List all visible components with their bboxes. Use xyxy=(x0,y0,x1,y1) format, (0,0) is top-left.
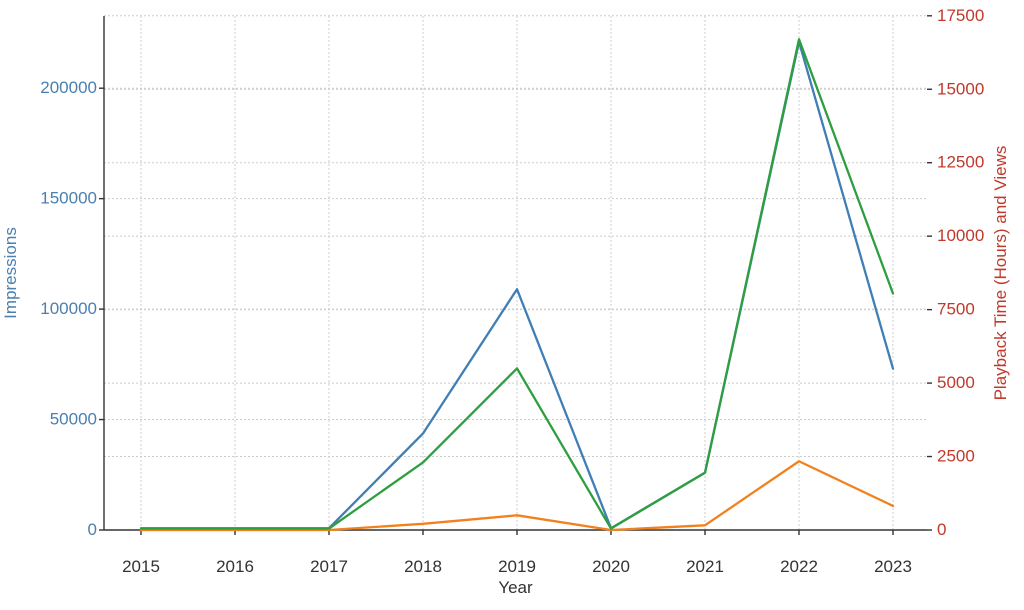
svg-text:7500: 7500 xyxy=(937,300,975,319)
svg-text:2019: 2019 xyxy=(498,557,536,576)
svg-text:2018: 2018 xyxy=(404,557,442,576)
svg-text:100000: 100000 xyxy=(40,299,97,318)
svg-text:Playback Time (Hours) and View: Playback Time (Hours) and Views xyxy=(991,146,1010,401)
svg-text:2500: 2500 xyxy=(937,447,975,466)
svg-text:0: 0 xyxy=(937,520,946,539)
svg-text:Impressions: Impressions xyxy=(1,227,20,319)
svg-text:2020: 2020 xyxy=(592,557,630,576)
svg-text:200000: 200000 xyxy=(40,78,97,97)
svg-text:2022: 2022 xyxy=(780,557,818,576)
svg-text:17500: 17500 xyxy=(937,6,984,25)
svg-text:50000: 50000 xyxy=(50,410,97,429)
svg-text:5000: 5000 xyxy=(937,373,975,392)
svg-text:Year: Year xyxy=(498,578,533,597)
svg-text:2016: 2016 xyxy=(216,557,254,576)
svg-text:2023: 2023 xyxy=(874,557,912,576)
svg-text:2015: 2015 xyxy=(122,557,160,576)
svg-text:10000: 10000 xyxy=(937,226,984,245)
svg-text:150000: 150000 xyxy=(40,189,97,208)
svg-text:15000: 15000 xyxy=(937,79,984,98)
svg-text:2021: 2021 xyxy=(686,557,724,576)
svg-text:12500: 12500 xyxy=(937,153,984,172)
svg-text:0: 0 xyxy=(88,520,97,539)
svg-text:2017: 2017 xyxy=(310,557,348,576)
